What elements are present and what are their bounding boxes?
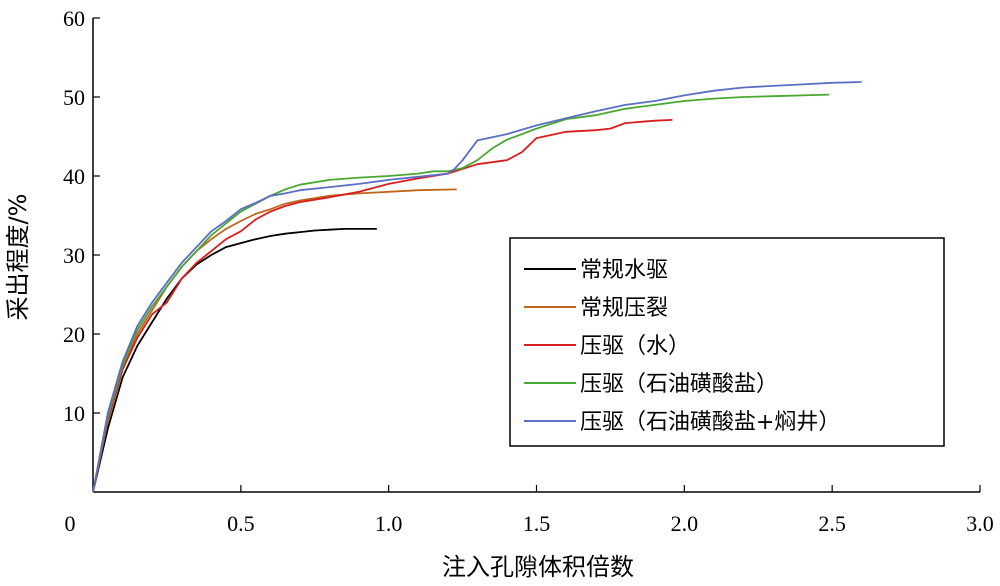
series-layer xyxy=(92,81,862,493)
x-tick-label: 3.0 xyxy=(966,511,994,536)
x-tick-label: 1.0 xyxy=(375,511,403,536)
y-tick-label: 50 xyxy=(63,85,85,110)
series-line-4 xyxy=(92,93,830,493)
legend-label: 常规压裂 xyxy=(580,296,668,321)
series-line-1 xyxy=(92,228,377,493)
x-tick-label: 0.5 xyxy=(227,511,255,536)
series-line-5 xyxy=(92,81,862,493)
x-tick-label: 2.5 xyxy=(818,511,846,536)
legend-label: 压驱（水） xyxy=(580,334,690,359)
legend-label: 压驱（石油磺酸盐） xyxy=(580,372,778,397)
y-tick-label: 40 xyxy=(63,164,85,189)
y-tick-label: 10 xyxy=(63,401,85,426)
y-tick-label: 60 xyxy=(63,6,85,31)
y-tick-label: 20 xyxy=(63,322,85,347)
x-axis-title: 注入孔隙体积倍数 xyxy=(442,553,634,581)
tick-labels: 10 20 30 40 50 60 0 0.5 1.0 1.5 2.0 2.5 3.0 xyxy=(63,6,994,536)
axes xyxy=(92,17,981,493)
legend-label: 常规水驱 xyxy=(580,258,668,283)
legend-label: 压驱（石油磺酸盐+焖井） xyxy=(580,410,840,435)
series-line-3 xyxy=(92,119,673,493)
y-axis-title: 采出程度/% xyxy=(4,194,32,321)
x-tick-label: 1.5 xyxy=(523,511,551,536)
legend-box xyxy=(509,237,945,447)
x-tick-label: 2.0 xyxy=(671,511,699,536)
x-tick-label: 0 xyxy=(65,511,76,536)
y-tick-label: 30 xyxy=(63,243,85,268)
